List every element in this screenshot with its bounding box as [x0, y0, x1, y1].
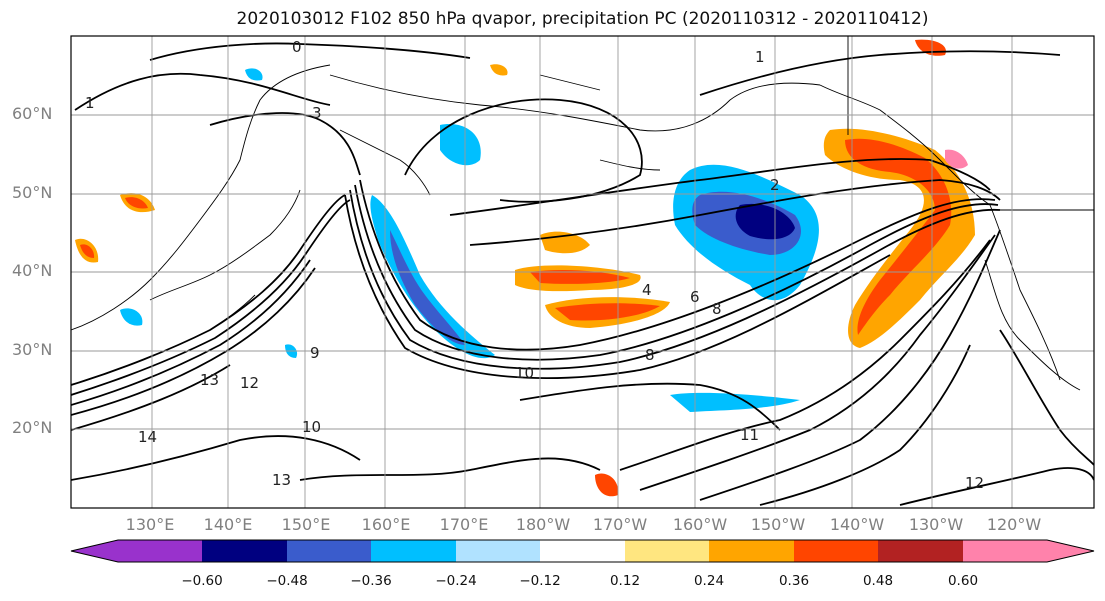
contour-label: 3	[312, 104, 322, 122]
colorbar-swatch	[202, 540, 287, 562]
colorbar-swatch	[118, 540, 202, 562]
lon-label: 170°W	[592, 515, 648, 534]
contour-label: 10	[302, 418, 321, 436]
contour-label: 12	[240, 374, 259, 392]
qvapor-contours	[71, 42, 1094, 506]
colorbar-swatch	[371, 540, 456, 562]
colorbar-swatch	[794, 540, 878, 562]
colorbar-swatch	[625, 540, 709, 562]
lon-label: 130°E	[125, 515, 175, 534]
lat-label: 60°N	[12, 104, 53, 123]
plot-frame	[70, 35, 1095, 509]
contour-label: 0	[292, 38, 302, 56]
colorbar-high-extend	[1047, 540, 1094, 562]
colorbar	[70, 539, 1095, 563]
colorbar-tick-label: 0.60	[947, 573, 979, 589]
lat-label: 30°N	[12, 340, 53, 359]
colorbar-swatch	[456, 540, 540, 562]
lon-label: 120°W	[986, 515, 1042, 534]
colorbar-tick-label: −0.60	[181, 573, 223, 589]
contour-label: 6	[690, 288, 700, 306]
colorbar-tick-label: 0.48	[862, 573, 894, 589]
lon-label: 170°E	[439, 515, 489, 534]
contour-label: 2	[770, 176, 780, 194]
contour-label: 10	[515, 364, 534, 382]
contour-label: 1	[755, 48, 765, 66]
colorbar-tick-label: −0.48	[266, 573, 308, 589]
colorbar-tick-label: 0.24	[693, 573, 725, 589]
lon-label: 140°E	[203, 515, 253, 534]
lon-label: 180°W	[515, 515, 571, 534]
lat-label: 40°N	[12, 261, 53, 280]
colorbar-low-extend	[71, 540, 118, 562]
colorbar-tick-label: −0.12	[519, 573, 561, 589]
graticule	[71, 36, 1094, 508]
colorbar-swatch	[709, 540, 794, 562]
contour-label: 9	[310, 344, 320, 362]
lon-label: 160°E	[361, 515, 411, 534]
colorbar-tick-label: −0.24	[435, 573, 477, 589]
colorbar-swatch	[963, 540, 1047, 562]
colorbar-tick-label: 0.36	[778, 573, 810, 589]
lat-label: 50°N	[12, 183, 53, 202]
contour-label: 13	[272, 471, 291, 489]
lon-label: 150°W	[750, 515, 806, 534]
lon-label: 140°W	[829, 515, 885, 534]
map-title: 2020103012 F102 850 hPa qvapor, precipit…	[236, 9, 929, 29]
lon-label: 150°E	[281, 515, 331, 534]
colorbar-tick-label: 0.12	[609, 573, 641, 589]
contour-label: 13	[200, 371, 219, 389]
contour-label: 11	[740, 426, 759, 444]
lon-label: 130°W	[908, 515, 964, 534]
coastlines	[71, 36, 1094, 391]
contour-label: 14	[138, 428, 157, 446]
colorbar-swatch	[540, 540, 625, 562]
contour-label: 12	[965, 474, 984, 492]
contour-label: 1	[85, 94, 95, 112]
colorbar-tick-label: −0.36	[350, 573, 392, 589]
contour-label: 4	[642, 281, 652, 299]
lat-label: 20°N	[12, 418, 53, 437]
colorbar-swatch	[287, 540, 371, 562]
contour-label: 8	[712, 300, 722, 318]
lon-label: 160°W	[672, 515, 728, 534]
colorbar-swatch	[878, 540, 963, 562]
contour-label: 8	[645, 346, 655, 364]
